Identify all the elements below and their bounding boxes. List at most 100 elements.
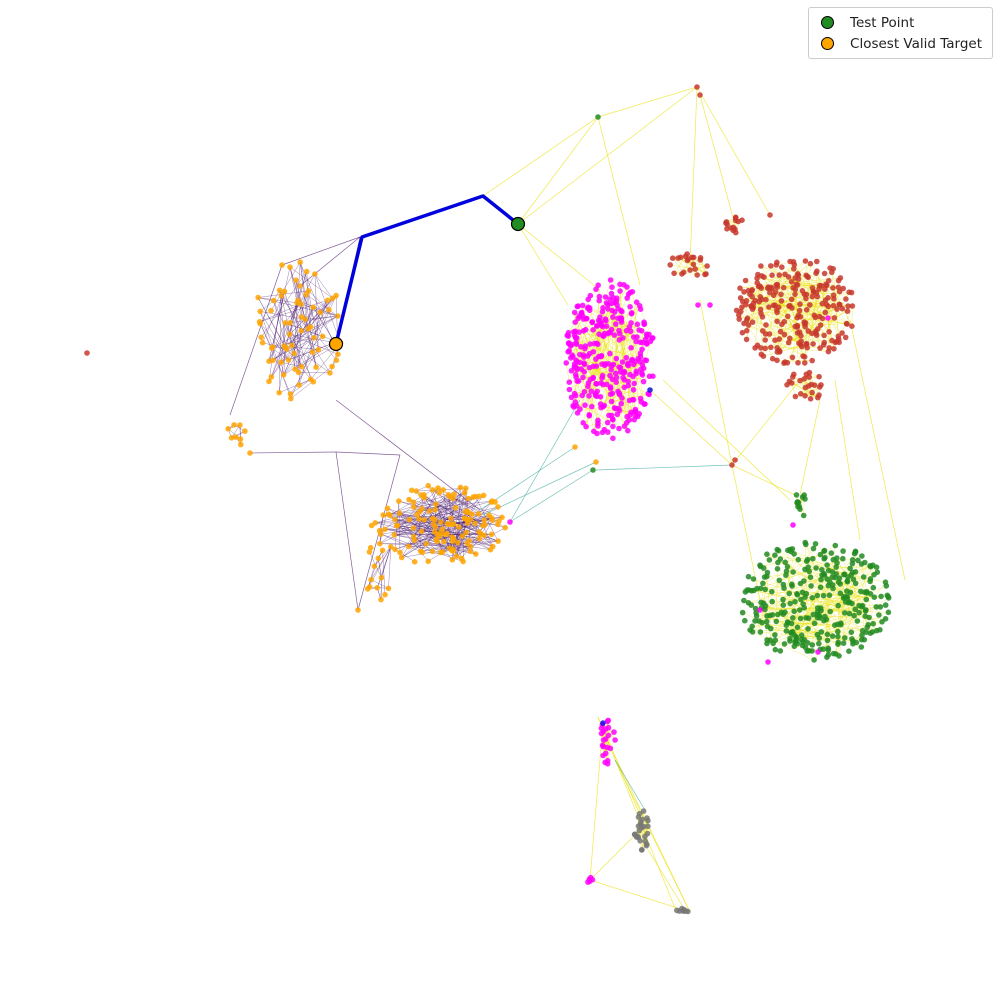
graph-edge (874, 582, 886, 598)
data-point-orange (406, 496, 412, 503)
graph-edge (756, 612, 787, 626)
data-point-gray (642, 833, 648, 840)
graph-edge (764, 589, 789, 623)
data-point-red (810, 288, 817, 295)
data-point-orange (374, 585, 381, 591)
data-point-magenta (643, 357, 650, 364)
data-point-orange (461, 490, 468, 496)
data-point-red (782, 271, 788, 278)
data-point-red (774, 318, 780, 325)
data-point-green (861, 636, 868, 643)
data-point-red (736, 316, 742, 322)
data-point-magenta (578, 344, 584, 350)
data-point-green (824, 562, 830, 568)
data-point-orange (392, 516, 398, 523)
data-point-red (739, 329, 746, 336)
data-point-magenta (579, 302, 586, 309)
data-point-orange (384, 505, 391, 512)
data-point-red (809, 389, 815, 396)
data-point-orange (319, 333, 326, 340)
legend-label-test-point: Test Point (850, 14, 915, 31)
data-point-orange (475, 511, 482, 517)
data-point-magenta (573, 341, 580, 348)
graph-edge (290, 349, 319, 395)
data-point-red (822, 309, 829, 316)
data-point-magenta (617, 281, 623, 288)
data-point-green (824, 637, 831, 644)
data-point-green (844, 578, 850, 584)
data-point-orange (423, 541, 430, 547)
data-point-red (817, 345, 823, 351)
data-point-magenta (631, 416, 637, 423)
graph-edge (278, 347, 286, 393)
data-point-orange (279, 262, 285, 268)
data-point-red (803, 371, 810, 378)
graph-edge (308, 290, 330, 310)
graph-edge (272, 315, 339, 361)
data-point-green (798, 596, 804, 603)
data-point-gray (640, 808, 647, 814)
data-point-red (768, 344, 774, 351)
data-point-red (830, 285, 836, 291)
data-point-green (796, 607, 803, 613)
data-point-red (694, 272, 700, 278)
data-point-orange (378, 574, 385, 581)
data-point-green (595, 114, 601, 120)
data-point-magenta (643, 331, 650, 338)
data-point-magenta (616, 337, 623, 343)
graph-edge (819, 316, 825, 343)
data-point-magenta (635, 413, 641, 420)
graph-edge (699, 299, 733, 466)
graph-edge (748, 589, 866, 612)
data-point-red (797, 391, 804, 397)
data-point-orange (432, 524, 439, 530)
data-point-magenta (601, 330, 608, 337)
data-point-green (810, 611, 817, 618)
data-point-red (724, 221, 730, 228)
data-point-green (782, 609, 788, 615)
data-point-magenta (607, 384, 614, 390)
data-point-magenta (612, 370, 619, 377)
data-point-orange (419, 549, 426, 556)
data-point-green (787, 635, 793, 642)
data-point-red (744, 315, 751, 322)
data-point-green (816, 640, 822, 647)
data-point-red (821, 270, 828, 277)
data-point-orange (310, 379, 317, 385)
data-point-orange (446, 545, 453, 551)
graph-edge (804, 542, 831, 612)
data-point-red (817, 322, 824, 328)
data-point-magenta (640, 378, 647, 385)
data-point-orange (436, 489, 443, 496)
data-point-red (845, 303, 851, 309)
data-point-orange (247, 450, 253, 456)
data-point-orange (326, 307, 332, 313)
data-point-orange (378, 596, 384, 603)
data-point-green (850, 638, 856, 644)
data-point-red (831, 315, 838, 321)
data-point-magenta (607, 350, 613, 357)
graph-edge (776, 309, 780, 351)
data-point-red (694, 84, 700, 90)
data-point-orange (302, 316, 308, 323)
data-point-red (778, 298, 785, 304)
data-point-orange (315, 346, 322, 353)
data-point-magenta (596, 331, 602, 338)
data-point-red (849, 303, 856, 309)
data-point-red (820, 342, 827, 348)
data-point-red (737, 285, 743, 292)
graph-edge (268, 295, 282, 382)
graph-edge (482, 461, 597, 516)
data-point-green (833, 571, 839, 577)
data-point-green (817, 551, 824, 558)
data-point-green (821, 547, 828, 554)
data-point-orange (465, 495, 472, 502)
data-point-green (844, 588, 850, 594)
data-point-magenta (605, 724, 612, 731)
graph-edge (617, 391, 650, 395)
data-point-magenta (633, 338, 639, 345)
data-point-green (807, 574, 814, 580)
data-point-red (773, 307, 780, 313)
data-point-green (809, 595, 816, 601)
data-point-magenta (571, 390, 578, 397)
